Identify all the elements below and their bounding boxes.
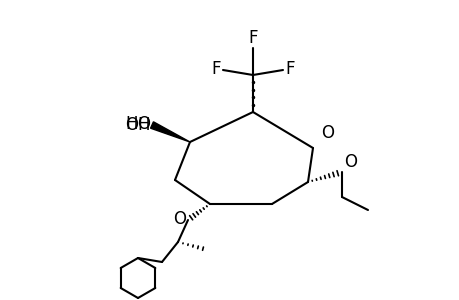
Text: O: O — [173, 210, 185, 228]
Text: H: H — [125, 115, 138, 133]
Text: F: F — [285, 60, 294, 78]
Text: F: F — [211, 60, 220, 78]
Polygon shape — [150, 122, 190, 142]
Text: O: O — [343, 153, 356, 171]
Text: O: O — [320, 124, 333, 142]
Text: OH: OH — [125, 116, 151, 134]
Text: F: F — [248, 29, 257, 47]
Text: O: O — [137, 115, 150, 133]
